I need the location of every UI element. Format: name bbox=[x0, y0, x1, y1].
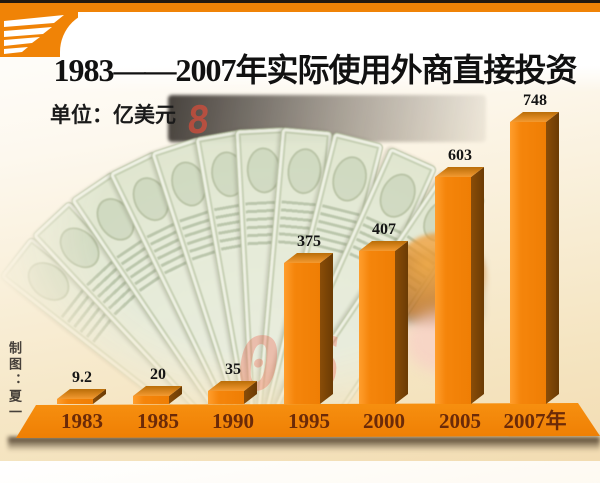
bar-1983 bbox=[57, 388, 106, 404]
bar-face bbox=[133, 396, 169, 404]
value-label: 20 bbox=[150, 366, 166, 383]
unit-label: 单位：亿美元 bbox=[50, 104, 176, 127]
bar-side bbox=[320, 252, 333, 404]
bar-chart: 9.2 1983 20 1985 35 1990 375 1995 407 2000 603 2005… bbox=[57, 92, 567, 433]
bar-face bbox=[208, 391, 244, 404]
category-label: 2000 bbox=[363, 409, 405, 433]
bar-side bbox=[471, 166, 484, 404]
bar-2000 bbox=[359, 240, 408, 404]
bar-face bbox=[435, 177, 471, 404]
value-label: 9.2 bbox=[72, 369, 92, 386]
top-dark-strip bbox=[0, 0, 600, 3]
value-label: 35 bbox=[225, 361, 241, 378]
wing-swoosh-icon bbox=[4, 15, 64, 54]
value-label: 748 bbox=[523, 92, 547, 109]
value-label: 375 bbox=[297, 233, 321, 250]
bar-1985 bbox=[133, 385, 182, 404]
category-label: 2005 bbox=[439, 409, 481, 433]
infographic-canvas: { "header": { "title": "1983——2007年实际使用外… bbox=[0, 0, 600, 461]
category-label: 1985 bbox=[137, 409, 179, 433]
category-label: 1990 bbox=[212, 409, 254, 433]
value-label: 603 bbox=[448, 147, 472, 164]
bar-face bbox=[510, 122, 546, 404]
bar-side bbox=[395, 240, 408, 404]
bar-face bbox=[284, 263, 320, 404]
category-label: 1995 bbox=[288, 409, 330, 433]
platform-shadow bbox=[8, 437, 600, 451]
credit-vertical-text: 制图：夏一 bbox=[7, 341, 22, 421]
title-panel bbox=[60, 10, 600, 92]
bar-2005 bbox=[435, 166, 484, 404]
x-axis-platform bbox=[16, 403, 600, 438]
bar-1995 bbox=[284, 252, 333, 404]
page-title: 1983——2007年实际使用外商直接投资 bbox=[53, 52, 577, 89]
bar-2007年 bbox=[510, 111, 559, 405]
category-label: 2007年 bbox=[503, 409, 567, 433]
header-orange-bar bbox=[0, 3, 600, 12]
bar-face bbox=[57, 399, 93, 404]
bar-1990 bbox=[208, 380, 257, 404]
value-label: 407 bbox=[372, 221, 396, 238]
bar-side bbox=[546, 111, 559, 405]
category-label: 1983 bbox=[61, 409, 103, 433]
bar-face bbox=[359, 251, 395, 404]
